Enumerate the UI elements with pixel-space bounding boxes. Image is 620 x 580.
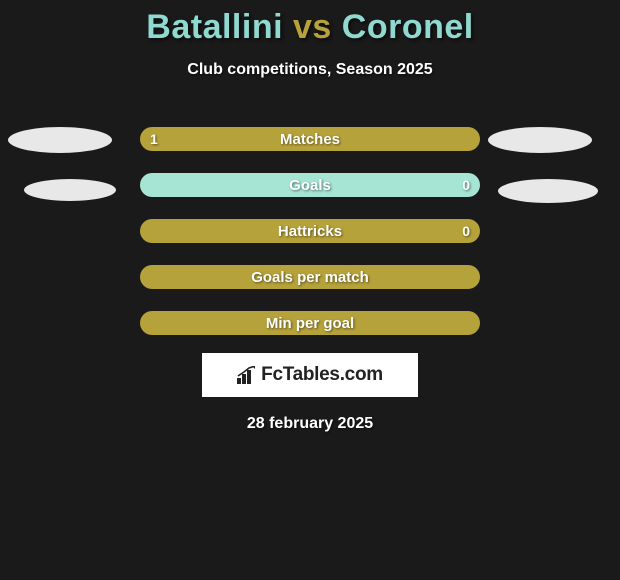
bar-chart-icon xyxy=(237,366,259,384)
ellipse-left-1 xyxy=(8,127,112,153)
page-title: Batallini vs Coronel xyxy=(0,0,620,47)
stat-row-matches: Matches1 xyxy=(140,127,480,151)
title-player1: Batallini xyxy=(146,8,283,46)
ellipse-right-1 xyxy=(488,127,592,153)
stat-label: Min per goal xyxy=(140,315,480,332)
logo-text: FcTables.com xyxy=(261,364,383,386)
comparison-chart: Matches1Goals0Hattricks0Goals per matchM… xyxy=(0,127,620,377)
ellipse-right-2 xyxy=(498,179,598,203)
stat-value-right: 0 xyxy=(462,177,470,193)
stat-row-min-per-goal: Min per goal xyxy=(140,311,480,335)
subtitle: Club competitions, Season 2025 xyxy=(0,61,620,79)
stat-value-right: 0 xyxy=(462,223,470,239)
fctables-logo: FcTables.com xyxy=(202,353,418,397)
stat-row-goals-per-match: Goals per match xyxy=(140,265,480,289)
title-vs: vs xyxy=(293,8,332,46)
stat-value-left: 1 xyxy=(150,131,158,147)
title-player2: Coronel xyxy=(342,8,474,46)
stat-label: Goals xyxy=(140,177,480,194)
stat-label: Matches xyxy=(140,131,480,148)
ellipse-left-2 xyxy=(24,179,116,201)
stat-row-goals: Goals0 xyxy=(140,173,480,197)
stat-label: Hattricks xyxy=(140,223,480,240)
date-line: 28 february 2025 xyxy=(0,415,620,433)
stat-row-hattricks: Hattricks0 xyxy=(140,219,480,243)
stat-label: Goals per match xyxy=(140,269,480,286)
